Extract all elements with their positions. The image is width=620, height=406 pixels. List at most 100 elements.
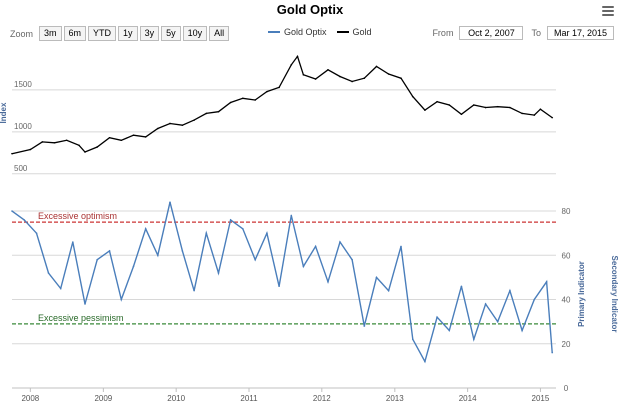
gold-data-point <box>411 95 414 98</box>
zoom-1y-button[interactable]: 1y <box>118 26 138 41</box>
gold-data-point <box>473 104 475 106</box>
optix-data-point <box>302 265 305 268</box>
optix-data-point <box>484 303 487 305</box>
zoom-bar: Zoom 3m 6m YTD 1y 3y 5y 10y All <box>10 26 230 41</box>
gold-data-point <box>314 78 317 80</box>
gold-data-point <box>521 112 523 115</box>
x-tick-label: 2011 <box>240 394 258 403</box>
x-tick-label: 2014 <box>459 394 477 403</box>
gold-data-point <box>120 139 123 142</box>
gold-data-point <box>278 86 280 89</box>
zoom-label: Zoom <box>10 28 34 39</box>
gold-data-point <box>496 105 499 108</box>
gold-data-point <box>193 119 195 121</box>
x-tick-label: 2010 <box>167 394 185 403</box>
optimism-annotation: Excessive optimism <box>38 211 117 221</box>
legend-swatch-gold-optix <box>268 31 280 33</box>
gold-data-point <box>205 112 208 115</box>
optix-data-point <box>521 329 523 332</box>
zoom-10y-button[interactable]: 10y <box>182 26 208 41</box>
gold-data-point <box>424 109 426 111</box>
range-to-input[interactable]: Mar 17, 2015 <box>546 26 614 40</box>
gold-data-point <box>375 65 378 68</box>
optix-data-point <box>229 219 232 221</box>
zoom-6m-button[interactable]: 6m <box>63 26 87 41</box>
legend-label-gold-optix: Gold Optix <box>284 27 327 37</box>
gold-data-point <box>254 99 256 101</box>
optix-data-point <box>23 219 25 221</box>
legend-swatch-gold <box>336 31 349 33</box>
optix-data-point <box>339 241 341 243</box>
gold-y-tick-label: 1000 <box>14 122 32 131</box>
gold-data-point <box>96 146 98 148</box>
zoom-ytd-button[interactable]: YTD <box>88 26 117 41</box>
optix-data-point <box>551 351 554 354</box>
gold-y-tick-label: 1500 <box>14 80 32 89</box>
legend-item-gold[interactable]: Gold <box>336 27 372 37</box>
gold-data-point <box>78 144 80 147</box>
optix-data-point <box>278 285 280 288</box>
optix-data-point <box>545 281 548 283</box>
zoom-3m-button[interactable]: 3m <box>39 26 62 41</box>
gold-data-point <box>448 104 451 106</box>
gold-data-point <box>302 74 305 76</box>
optix-data-point <box>11 210 13 212</box>
zoom-all-button[interactable]: All <box>209 26 230 41</box>
optix-data-point <box>120 298 123 301</box>
zoom-3y-button[interactable]: 3y <box>139 26 160 41</box>
zoom-5y-button[interactable]: 5y <box>161 26 181 41</box>
optix-data-point <box>496 320 499 323</box>
gold-data-point <box>509 106 511 109</box>
x-tick-label: 2008 <box>21 394 39 403</box>
gold-data-point <box>351 80 353 83</box>
optix-data-point <box>217 272 220 274</box>
gold-y-axis-label: Index <box>0 102 8 123</box>
gold-data-point <box>217 110 220 113</box>
gold-data-point <box>53 141 56 144</box>
optix-data-point <box>400 245 402 248</box>
optix-data-point <box>363 325 366 327</box>
optix-data-point <box>460 285 463 288</box>
optix-data-point <box>254 258 256 261</box>
gold-data-point <box>387 73 390 75</box>
range-to-label: To <box>531 28 541 38</box>
optix-y-tick-label: 0 <box>564 384 569 393</box>
primary-indicator-axis-label: Primary Indicator <box>577 261 586 327</box>
optix-data-point <box>108 250 111 252</box>
range-from-input[interactable]: Oct 2, 2007 <box>459 26 524 40</box>
gold-data-point <box>339 75 341 78</box>
optix-data-point <box>169 201 171 204</box>
optix-data-point <box>533 298 536 301</box>
optix-data-point <box>35 232 38 234</box>
legend-label-gold: Gold <box>352 27 372 37</box>
optix-data-point <box>72 241 74 243</box>
x-tick-label: 2012 <box>313 394 331 403</box>
optix-data-point <box>47 272 50 274</box>
optix-data-point <box>509 289 511 292</box>
legend: Gold Optix Gold <box>268 27 372 37</box>
optix-data-point <box>96 258 98 261</box>
gold-data-point <box>327 69 329 71</box>
gold-data-point <box>84 151 86 153</box>
optix-data-point <box>375 276 378 279</box>
gold-data-point <box>436 100 438 103</box>
optix-data-point <box>266 232 268 234</box>
gold-y-tick-label: 500 <box>14 164 28 173</box>
optix-data-point <box>144 227 147 230</box>
gold-data-point <box>229 101 232 104</box>
gold-data-point <box>157 127 159 130</box>
optix-data-point <box>327 281 329 283</box>
optix-data-point <box>436 316 438 319</box>
gold-data-point <box>11 152 13 155</box>
optix-data-point <box>59 287 62 290</box>
optix-data-point <box>157 254 159 257</box>
gold-data-point <box>29 148 32 151</box>
legend-item-gold-optix[interactable]: Gold Optix <box>268 27 327 37</box>
optix-y-tick-label: 20 <box>562 340 571 349</box>
chart-title: Gold Optix <box>276 2 344 17</box>
gold-series-line <box>11 54 553 155</box>
hamburger-menu-icon[interactable] <box>602 6 614 16</box>
optix-data-point <box>205 232 208 234</box>
